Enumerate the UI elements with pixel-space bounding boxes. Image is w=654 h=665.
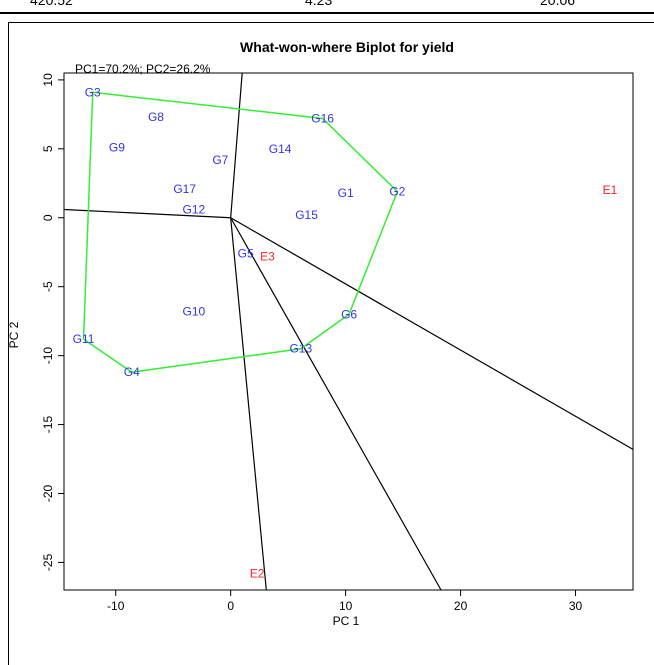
genotype-label-g5: G5 [238,247,254,261]
genotype-label-g11: G11 [73,332,95,346]
y-tick-label: -10 [41,347,55,365]
y-tick-label: 0 [41,214,55,221]
environment-label-e1: E1 [603,183,618,197]
sector-line-5 [230,217,634,450]
convex-hull [82,91,399,373]
x-tick-label: 20 [454,599,468,613]
x-axis-label: PC 1 [333,614,360,628]
environment-label-e2: E2 [250,566,265,580]
genotype-label-g17: G17 [173,182,196,196]
genotype-label-g1: G1 [338,186,354,200]
chart-title: What-won-where Biplot for yield [240,39,454,55]
sector-line-4 [230,217,442,591]
sector-line-3 [230,217,267,591]
plot-border [63,72,634,591]
y-axis-ticks: 10 5 0 -5 -10 -15 -20 -25 [41,73,64,571]
genotype-label-g8: G8 [148,110,164,124]
x-tick-label: 30 [569,599,583,613]
genotype-label-g10: G10 [183,305,206,319]
sector-lines [63,72,634,591]
genotype-label-g15: G15 [295,208,318,222]
genotype-label-g7: G7 [212,153,228,167]
hull-polygon [82,91,399,373]
y-tick-label: -25 [41,553,55,571]
genotype-label-g12: G12 [183,202,206,216]
y-axis-label: PC 2 [7,321,21,348]
point-labels: G3 G8 G16 G9 G14 G7 G17 G1 G2 G12 G15 G5 G10 G6 G11 G13… [73,85,618,580]
header-value-strip: 420.52 4.23 20.06 [0,0,654,14]
genotype-label-g14: G14 [269,142,292,156]
genotype-label-g9: G9 [109,140,125,154]
genotype-label-g4: G4 [124,365,140,379]
x-axis-ticks: -10 0 10 20 30 [107,590,583,613]
environment-label-e3: E3 [260,249,275,263]
chart-subtitle: PC1=70.2%; PC2=26.2% [75,62,211,76]
genotype-label-g2: G2 [389,185,405,199]
sector-line-1 [230,72,243,218]
header-value-2: 4.23 [305,0,333,8]
y-tick-label: -20 [41,484,55,502]
sector-line-2 [63,208,231,219]
genotype-label-g6: G6 [341,307,357,321]
genotype-label-g16: G16 [311,111,334,125]
x-tick-label: -10 [107,599,125,613]
y-tick-label: -15 [41,416,55,434]
y-tick-label: 5 [41,145,55,152]
y-tick-label: -5 [41,281,55,292]
y-tick-label: 10 [41,73,55,87]
x-tick-label: 0 [227,599,234,613]
header-value-3: 20.06 [540,0,576,8]
genotype-label-g13: G13 [289,342,312,356]
header-value-1: 420.52 [30,0,73,8]
x-tick-label: 10 [339,599,353,613]
chart-frame [8,22,654,665]
genotype-label-g3: G3 [85,85,101,99]
